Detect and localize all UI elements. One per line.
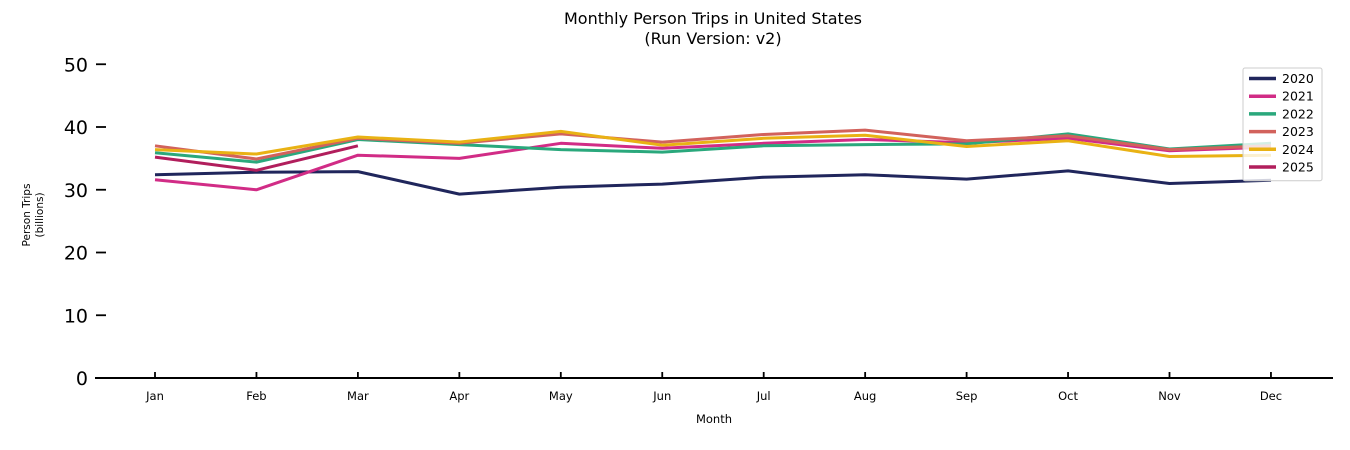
legend: 2020 2021 2022 2023 2024 2025 — [1242, 67, 1323, 182]
x-axis-label: Month — [696, 412, 732, 426]
y-axis: 0 10 20 30 40 50 — [64, 54, 106, 390]
series-line-2020 — [154, 169, 1272, 196]
series-line-2024 — [154, 129, 1272, 158]
legend-entry-2023: 2023 — [1249, 124, 1314, 139]
legend-entry-2025: 2025 — [1249, 160, 1314, 175]
series-line-2025 — [154, 144, 359, 172]
legend-label-2022: 2022 — [1282, 106, 1314, 121]
series-line-2021 — [154, 136, 1272, 192]
y-tick-label: 20 — [64, 243, 88, 265]
y-axis-label: Person Trips (billions) — [21, 184, 46, 247]
legend-label-2023: 2023 — [1282, 124, 1314, 139]
x-tick-label: Jul — [756, 389, 771, 403]
y-tick-label: 50 — [64, 54, 88, 76]
legend-label-2020: 2020 — [1282, 71, 1314, 86]
x-axis: Jan Feb Mar Apr May Jun Jul Aug Sep Oct Nov Dec — [95, 372, 1333, 403]
legend-entry-2020: 2020 — [1249, 71, 1314, 86]
x-tick-label: Jun — [652, 389, 671, 403]
plot-lines — [154, 128, 1272, 196]
x-tick-label: Jan — [145, 389, 164, 403]
legend-label-2021: 2021 — [1282, 89, 1314, 104]
x-tick-label: Apr — [449, 389, 469, 403]
legend-label-2025: 2025 — [1282, 160, 1314, 175]
legend-entry-2022: 2022 — [1249, 106, 1314, 121]
series-line-2023 — [154, 128, 1272, 161]
x-tick-label: Feb — [246, 389, 266, 403]
x-tick-label: Nov — [1158, 389, 1181, 403]
y-axis-label-line1: Person Trips — [21, 184, 33, 247]
legend-label-2024: 2024 — [1282, 142, 1314, 157]
y-axis-label-line2: (billions) — [34, 192, 46, 237]
x-tick-label: May — [549, 389, 573, 403]
x-tick-label: Oct — [1058, 389, 1078, 403]
y-tick-label: 30 — [64, 180, 88, 202]
legend-entry-2021: 2021 — [1249, 89, 1314, 104]
legend-entry-2024: 2024 — [1249, 142, 1314, 157]
y-tick-label: 40 — [64, 117, 88, 139]
y-tick-label: 10 — [64, 305, 88, 327]
chart-title: Monthly Person Trips in United States — [564, 9, 862, 28]
x-tick-label: Dec — [1260, 389, 1282, 403]
x-tick-label: Mar — [347, 389, 369, 403]
x-tick-label: Sep — [956, 389, 978, 403]
x-tick-label: Aug — [854, 389, 876, 403]
chart-subtitle: (Run Version: v2) — [644, 29, 781, 48]
y-tick-label: 0 — [76, 368, 88, 390]
